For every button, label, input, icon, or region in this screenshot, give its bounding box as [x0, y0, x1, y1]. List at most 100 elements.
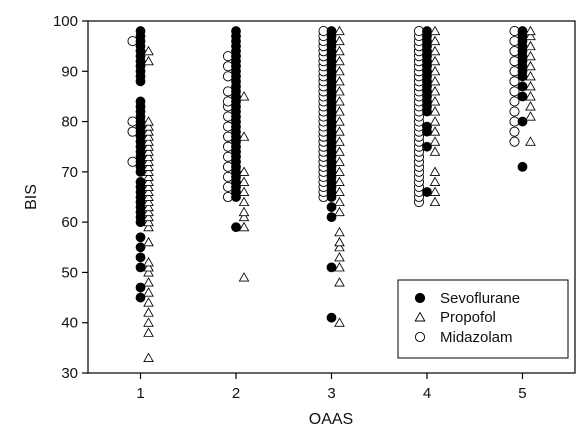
propofol-point [334, 126, 345, 136]
propofol-point [429, 116, 441, 126]
x-tick-label: 5 [518, 385, 526, 402]
sevoflurane-point [422, 26, 432, 36]
sevoflurane-point [422, 121, 432, 132]
sevoflurane-point [231, 222, 241, 233]
sevoflurane-point [231, 26, 241, 36]
sevoflurane-point [326, 212, 337, 223]
propofol-point [238, 91, 250, 101]
propofol-point [334, 146, 345, 156]
propofol-point [143, 55, 154, 66]
sevoflurane-point [135, 282, 146, 293]
propofol-point [525, 101, 536, 111]
sevoflurane-point [326, 312, 337, 323]
sevoflurane-point [517, 91, 528, 102]
legend-label-midazolam: Midazolam [440, 329, 513, 346]
sevoflurane-point [517, 116, 528, 127]
propofol-point [429, 55, 441, 66]
propofol-point [334, 106, 345, 116]
propofol-point [429, 196, 441, 207]
propofol-point [143, 131, 154, 141]
propofol-point [334, 196, 345, 207]
propofol-point [429, 106, 441, 116]
propofol-point [525, 70, 536, 81]
propofol-point [334, 65, 345, 76]
propofol-point [525, 111, 536, 121]
propofol-point [143, 186, 154, 196]
propofol-point [334, 206, 345, 217]
propofol-point [238, 131, 250, 141]
propofol-point [143, 191, 154, 202]
propofol-point [429, 96, 441, 106]
propofol-point [143, 221, 154, 232]
x-tick-label: 3 [327, 385, 335, 402]
legend-marker-propofol [414, 311, 426, 322]
propofol-point [143, 176, 154, 186]
propofol-point [143, 236, 154, 247]
propofol-point [525, 81, 536, 91]
sevoflurane-point [135, 252, 146, 263]
propofol-point [143, 121, 154, 131]
propofol-point [334, 55, 345, 66]
sevoflurane-point [135, 242, 146, 253]
propofol-point [238, 211, 250, 222]
propofol-point [429, 65, 441, 76]
propofol-point [334, 35, 345, 46]
y-axis-title: BIS [23, 184, 40, 210]
propofol-point [143, 352, 154, 362]
propofol-point [238, 196, 250, 207]
sevoflurane-point [135, 262, 146, 273]
midazolam-point [509, 126, 520, 137]
propofol-point [143, 277, 154, 287]
propofol-point [143, 45, 154, 56]
propofol-point [143, 181, 154, 191]
y-tick-label: 60 [61, 214, 78, 231]
y-tick-label: 40 [61, 315, 78, 332]
propofol-point [429, 75, 441, 86]
legend-label-propofol: Propofol [440, 309, 496, 326]
propofol-point [143, 297, 154, 307]
propofol-point [334, 25, 345, 36]
sevoflurane-point [135, 232, 146, 243]
x-axis-title: OAAS [309, 411, 353, 428]
propofol-point [143, 166, 154, 176]
propofol-point [334, 317, 345, 327]
legend-marker-midazolam [414, 331, 426, 343]
propofol-point [334, 86, 345, 96]
propofol-point [143, 196, 154, 207]
sevoflurane-point [326, 202, 337, 212]
y-tick-label: 50 [61, 264, 78, 281]
sevoflurane-point [135, 292, 146, 303]
propofol-point [334, 186, 345, 196]
sevoflurane-point [422, 141, 432, 152]
propofol-point [334, 236, 345, 247]
propofol-point [143, 116, 154, 126]
propofol-point [525, 40, 536, 51]
propofol-point [143, 136, 154, 146]
propofol-point [143, 156, 154, 166]
sevoflurane-point [326, 26, 337, 36]
propofol-point [429, 35, 441, 46]
sevoflurane-point [326, 262, 337, 273]
propofol-point [429, 176, 441, 186]
propofol-point [238, 166, 250, 176]
propofol-point [143, 307, 154, 317]
sevoflurane-point [135, 26, 146, 36]
propofol-point [143, 267, 154, 277]
propofol-point [429, 86, 441, 96]
propofol-point [334, 75, 345, 86]
propofol-point [334, 251, 345, 262]
propofol-point [334, 136, 345, 146]
propofol-point [143, 216, 154, 227]
y-tick-label: 90 [61, 63, 78, 80]
sevoflurane-point [135, 177, 146, 187]
propofol-point [143, 262, 154, 272]
data-marks [127, 25, 536, 362]
propofol-point [525, 60, 536, 71]
propofol-point [238, 221, 250, 232]
propofol-point [334, 241, 345, 252]
propofol-point [429, 25, 441, 36]
y-tick-label: 100 [53, 13, 78, 30]
propofol-point [334, 166, 345, 176]
propofol-point [525, 136, 536, 146]
